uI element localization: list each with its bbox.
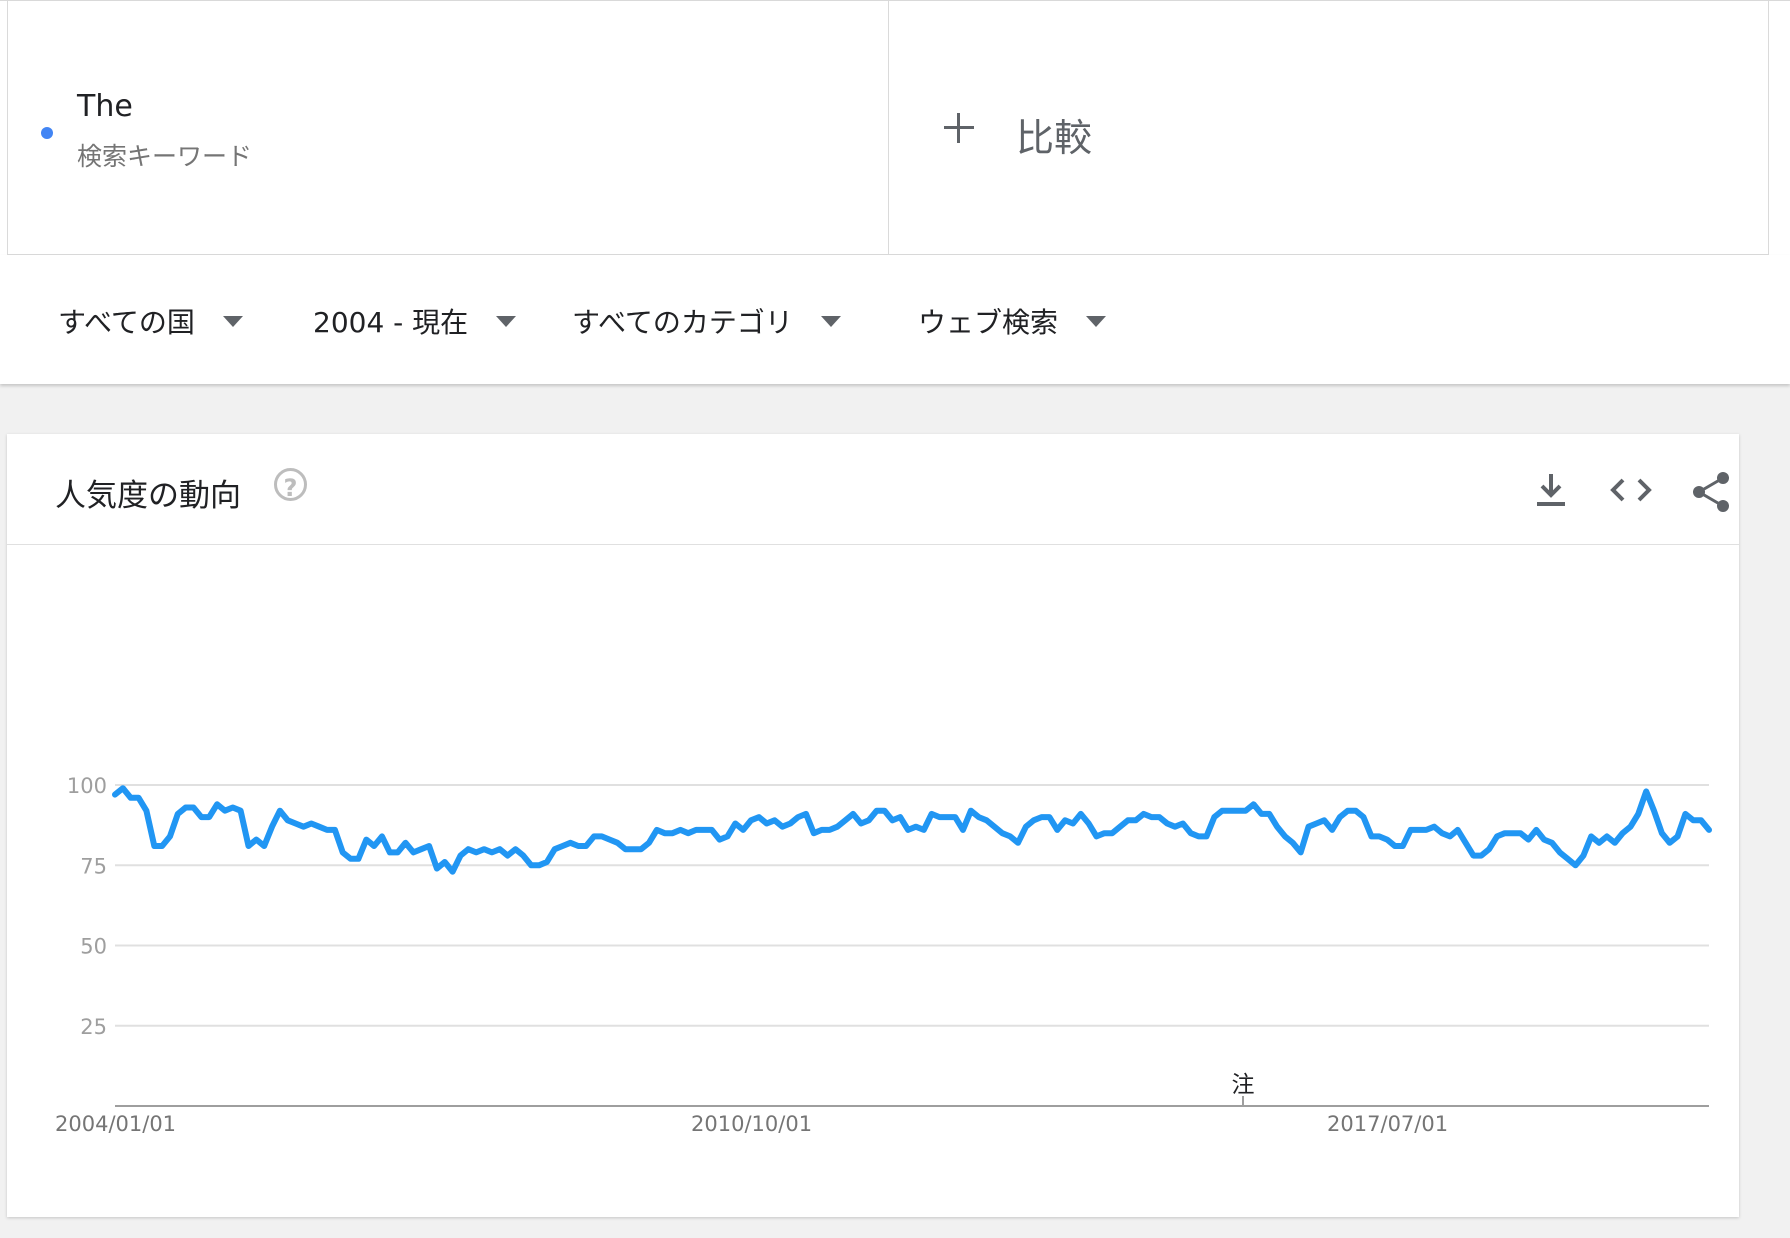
search-terms-panel: The 検索キーワード 比較 xyxy=(0,0,1790,255)
category-filter-label: すべてのカテゴリ xyxy=(572,306,793,339)
share-icon[interactable] xyxy=(1690,470,1732,514)
search-term-card[interactable]: The 検索キーワード xyxy=(7,1,889,255)
download-icon[interactable] xyxy=(1533,470,1569,510)
term-name[interactable]: The xyxy=(77,89,133,124)
embed-code-icon[interactable] xyxy=(1609,470,1653,510)
region-filter-label: すべての国 xyxy=(58,306,195,339)
x-tick-label: 2004/01/01 xyxy=(55,1112,176,1136)
y-tick-label: 25 xyxy=(80,1015,107,1039)
term-type-label: 検索キーワード xyxy=(77,142,253,171)
card-header: 人気度の動向 ? xyxy=(7,434,1739,545)
y-tick-label: 75 xyxy=(80,854,107,878)
compare-button[interactable]: 比較 xyxy=(888,1,1769,255)
caret-down-icon xyxy=(1086,315,1107,327)
search-type-filter-dropdown[interactable]: ウェブ検索 xyxy=(918,301,1107,341)
compare-label: 比較 xyxy=(1016,116,1093,160)
category-filter-dropdown[interactable]: すべてのカテゴリ xyxy=(572,301,841,341)
series-line xyxy=(112,785,1712,875)
caret-down-icon xyxy=(820,315,841,327)
search-type-filter-label: ウェブ検索 xyxy=(918,306,1059,339)
x-tick-label: 2010/10/01 xyxy=(691,1112,812,1136)
card-title: 人気度の動向 xyxy=(55,478,241,514)
term-color-dot xyxy=(41,127,53,139)
x-tick-label: 2017/07/01 xyxy=(1327,1112,1448,1136)
caret-down-icon xyxy=(496,315,517,327)
caret-down-icon xyxy=(222,315,243,327)
time-range-filter-dropdown[interactable]: 2004 - 現在 xyxy=(313,301,517,341)
filter-bar: すべての国 2004 - 現在 すべてのカテゴリ ウェブ検索 xyxy=(0,255,1790,384)
region-filter-dropdown[interactable]: すべての国 xyxy=(58,301,243,341)
interest-over-time-card: 人気度の動向 ? 25 50 75 100 2004/01/01 2010/10/01 20… xyxy=(7,434,1739,1217)
annotation-label[interactable]: 注 xyxy=(1232,1072,1255,1098)
time-range-filter-label: 2004 - 現在 xyxy=(313,306,469,339)
y-tick-label: 100 xyxy=(67,774,107,798)
y-tick-label: 50 xyxy=(80,935,107,959)
plus-icon xyxy=(944,113,974,143)
help-icon[interactable]: ? xyxy=(274,468,307,502)
